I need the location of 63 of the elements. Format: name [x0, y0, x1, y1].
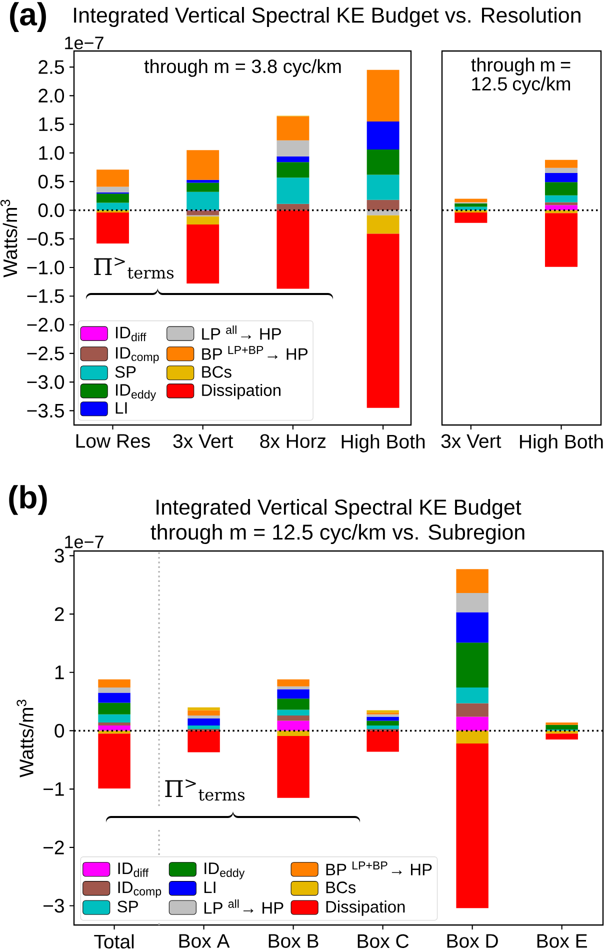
- y-tick-label: 1: [55, 666, 64, 680]
- legend-label: ID$_{comp}$: [118, 882, 162, 898]
- y-tick-label: 2.5: [38, 60, 64, 74]
- legend-label: BP $^{LP+BP}$→ HP: [326, 861, 432, 876]
- x-tick-label: Box C: [358, 934, 409, 948]
- annotation: Π$^{>}$terms: [94, 257, 174, 279]
- legend-label: Dissipation: [326, 900, 405, 916]
- x-tick-label: 3x Vert: [173, 434, 234, 448]
- legend-label: LP $^{all}$→ HP: [202, 325, 281, 340]
- y-tick-label: −1.0: [27, 260, 64, 274]
- x-tick-label: Box D: [447, 934, 498, 948]
- x-tick-label: 8x Horz: [260, 434, 326, 448]
- legend-label: ID$_{diff}$: [118, 862, 149, 877]
- x-tick-label: Box E: [537, 934, 587, 948]
- x-tick-label: Total: [94, 934, 134, 949]
- legend-label: LP $^{all}$→ HP: [204, 899, 284, 914]
- text: 1e−7: [65, 36, 104, 50]
- legend-label: ID$_{diff}$: [116, 326, 146, 342]
- x-tick-label: 3x Vert: [441, 434, 502, 448]
- chart-title: Integrated Vertical Spectral KE Budget: [156, 498, 522, 520]
- x-tick-label: High Both: [520, 434, 603, 452]
- legend-label: LI: [116, 402, 127, 414]
- y-axis-title: Watts/m$^{3}$: [16, 700, 34, 778]
- legend-label: ID$_{eddy}$: [116, 384, 156, 401]
- x-tick-label: Box B: [268, 934, 318, 948]
- annotation: Π$^{>}$terms: [165, 779, 245, 801]
- y-tick-label: 0.0: [38, 203, 64, 218]
- annotation: through m = 12.5 cyc/km: [471, 58, 570, 94]
- y-tick-label: −2.0: [27, 318, 64, 332]
- y-tick-label: −1: [44, 782, 64, 796]
- y-tick-label: 3: [54, 548, 64, 563]
- text: (a): [10, 2, 46, 32]
- y-tick-label: −2: [44, 840, 64, 854]
- chart-subtitle: through m = 12.5 cyc/km vs. Subregion: [150, 524, 524, 544]
- legend-label: BCs: [202, 366, 232, 378]
- legend-label: ID$_{comp}$: [116, 347, 159, 364]
- y-tick-label: −3.5: [27, 404, 64, 418]
- legend-label: BCs: [326, 882, 356, 894]
- legend-label: ID$_{eddy}$: [204, 862, 245, 880]
- y-tick-label: −1.5: [27, 289, 64, 303]
- x-tick-label: Low Res: [76, 434, 150, 448]
- chart-title: Integrated Vertical Spectral KE Budget vs. Resolution: [74, 6, 580, 28]
- y-tick-label: 0: [54, 724, 64, 738]
- legend-label: SP: [118, 900, 138, 912]
- legend-label: BP $^{LP+BP}$→ HP: [202, 346, 308, 360]
- y-tick-label: 1.5: [39, 118, 64, 132]
- legend-label: LI: [204, 882, 216, 893]
- y-tick-label: 0.5: [38, 174, 64, 188]
- x-tick-label: Box A: [179, 934, 230, 948]
- y-tick-label: −3: [44, 898, 64, 913]
- y-tick-label: 2.0: [38, 88, 64, 103]
- text: 1e−7: [65, 536, 104, 548]
- y-tick-label: −3.0: [27, 375, 64, 389]
- y-tick-label: 1.0: [39, 146, 64, 160]
- annotation: through m = 3.8 cyc/km: [144, 59, 341, 77]
- y-tick-label: 2: [54, 607, 64, 621]
- legend-label: SP: [115, 366, 136, 378]
- y-tick-label: −2.5: [27, 346, 64, 360]
- text: (b): [9, 485, 47, 515]
- y-axis-title: Watts/m$^{3}$: [0, 200, 18, 278]
- legend-label: Dissipation: [202, 384, 280, 400]
- x-tick-label: High Both: [342, 434, 425, 452]
- y-tick-label: −0.5: [27, 232, 64, 246]
